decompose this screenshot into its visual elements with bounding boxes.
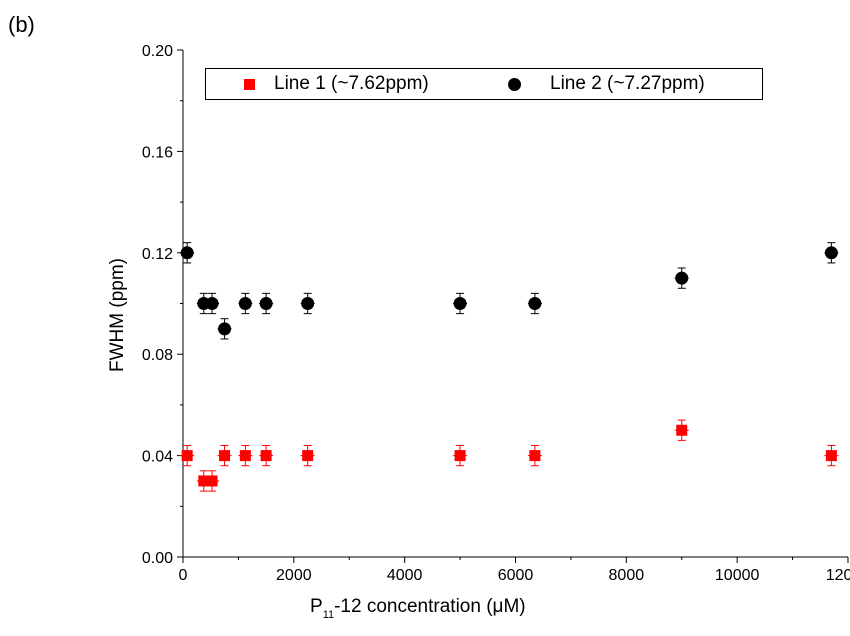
x-tick-label: 12000 bbox=[826, 567, 850, 584]
legend: Line 1 (~7.62ppm) Line 2 (~7.27ppm) bbox=[205, 68, 763, 100]
data-point bbox=[453, 297, 467, 310]
series-2 bbox=[180, 242, 839, 340]
data-point bbox=[302, 450, 314, 462]
y-tick-label: 0.20 bbox=[142, 43, 173, 60]
x-axis-title-rest: -12 concentration (μM) bbox=[334, 596, 526, 617]
y-tick-label: 0.12 bbox=[142, 246, 173, 263]
data-point bbox=[301, 297, 315, 310]
axes bbox=[182, 50, 848, 558]
data-point bbox=[529, 450, 541, 462]
legend-marker-line2 bbox=[508, 78, 521, 91]
data-point bbox=[205, 297, 219, 310]
data-point bbox=[198, 475, 210, 487]
x-tick-label: 2000 bbox=[276, 567, 312, 584]
x-tick-label: 0 bbox=[179, 567, 188, 584]
x-axis-title-main: P bbox=[310, 596, 323, 617]
y-tick-label: 0.00 bbox=[142, 550, 173, 567]
data-point bbox=[454, 450, 466, 462]
x-tick-label: 6000 bbox=[498, 567, 534, 584]
x-tick-label: 10000 bbox=[715, 567, 760, 584]
legend-label-line1: Line 1 (~7.62ppm) bbox=[274, 73, 429, 94]
legend-label-line2: Line 2 (~7.27ppm) bbox=[550, 73, 705, 94]
data-point bbox=[675, 271, 689, 285]
data-point bbox=[824, 246, 838, 260]
data-point bbox=[676, 424, 688, 436]
y-tick-label: 0.16 bbox=[142, 144, 173, 161]
data-point bbox=[259, 297, 273, 310]
data-point bbox=[180, 246, 194, 260]
data-point bbox=[528, 297, 542, 310]
data-point bbox=[218, 322, 232, 336]
data-marks bbox=[180, 242, 839, 492]
data-point bbox=[239, 450, 251, 462]
panel-label: (b) bbox=[8, 12, 35, 37]
y-tick-label: 0.04 bbox=[142, 449, 173, 466]
legend-marker-line1 bbox=[244, 79, 255, 90]
data-point bbox=[260, 450, 272, 462]
y-axis-title: FWHM (ppm) bbox=[107, 258, 128, 372]
x-tick-label: 8000 bbox=[609, 567, 645, 584]
x-axis-title: P11-12 concentration (μM) bbox=[310, 596, 526, 621]
y-tick-label: 0.08 bbox=[142, 347, 173, 364]
data-point bbox=[206, 475, 218, 487]
data-point bbox=[219, 450, 231, 462]
data-point bbox=[181, 450, 193, 462]
x-tick-label: 4000 bbox=[387, 567, 423, 584]
x-axis-title-sub: 11 bbox=[322, 609, 335, 621]
data-point bbox=[825, 450, 837, 462]
data-point bbox=[238, 297, 252, 310]
ticks: 0 2000 4000 6000 8000 10000 12000 0.00 0.04 0.08 0… bbox=[142, 43, 850, 584]
series-1 bbox=[180, 419, 839, 492]
